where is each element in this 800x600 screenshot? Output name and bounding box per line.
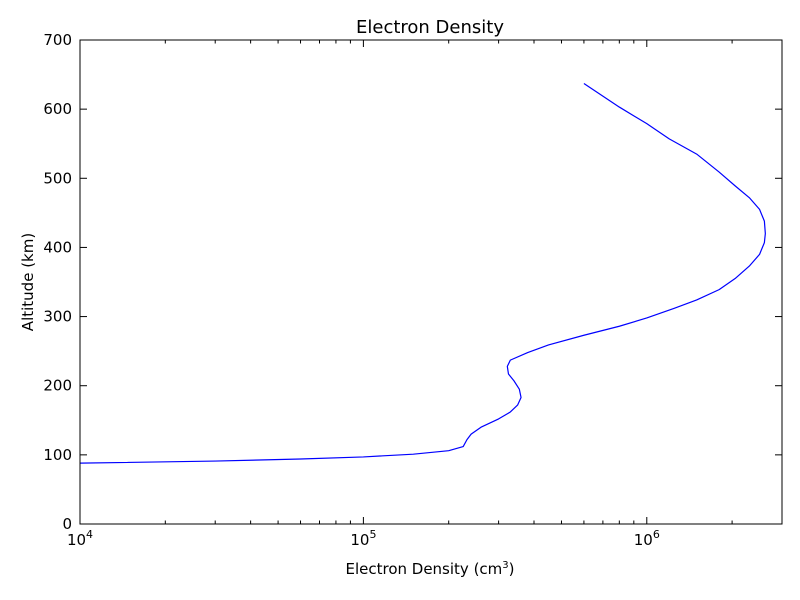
y-tick-label-600: 600	[43, 100, 72, 118]
y-tick-label-400: 400	[43, 238, 72, 256]
series-line-0	[79, 83, 766, 464]
chart-title: Electron Density	[356, 17, 504, 38]
plot-area: 0 100 200 300 400 500 600 700 104 105 106	[43, 31, 783, 549]
y-tick-label-500: 500	[43, 169, 72, 187]
y-tick-label-300: 300	[43, 308, 72, 326]
y-tick-label-200: 200	[43, 377, 72, 395]
y-axis-label: Altitude (km)	[19, 233, 37, 331]
x-tick-label-6: 106	[634, 528, 660, 549]
x-axis-label: Electron Density (cm3)	[345, 560, 514, 578]
x-tick-label-4: 104	[67, 528, 93, 549]
y-tick-label-0: 0	[62, 515, 72, 533]
y-tick-label-700: 700	[43, 31, 72, 49]
plot-frame	[79, 39, 783, 525]
x-axis-label-main: Electron Density (cm	[345, 560, 502, 578]
y-tick-label-100: 100	[43, 446, 72, 464]
x-axis-label-sup: 3	[502, 560, 508, 571]
x-axis-label-suffix: )	[509, 560, 515, 578]
x-tick-label-5: 105	[350, 528, 376, 549]
